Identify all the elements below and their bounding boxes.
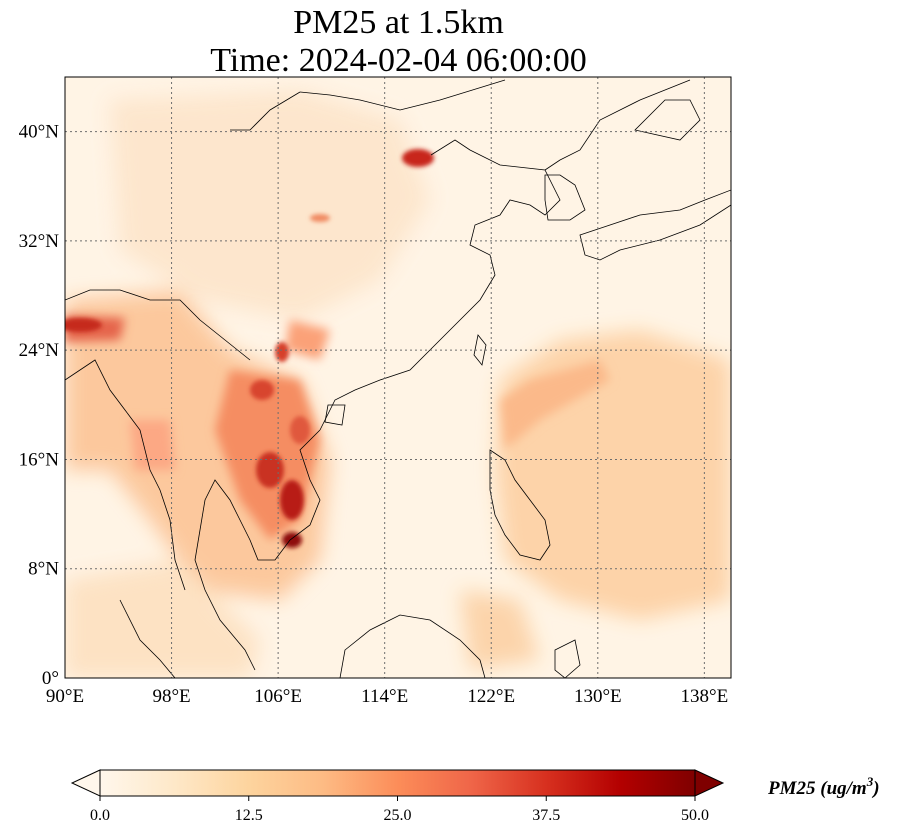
lon-tick-label: 138°E xyxy=(681,686,729,707)
lat-tick-label: 24°N xyxy=(19,340,60,361)
map-subtitle-time: Time: 2024-02-04 06:00:00 xyxy=(210,42,587,79)
longitude-ticks: 90°E 98°E 106°E 114°E 122°E 130°E 138°E xyxy=(46,686,728,707)
lat-tick-label: 0° xyxy=(42,668,59,689)
colorbar-tick-label: 12.5 xyxy=(235,807,263,824)
lon-tick-label: 130°E xyxy=(574,686,622,707)
hainan xyxy=(324,404,346,426)
east-plume xyxy=(500,360,610,450)
hotspot-d xyxy=(280,480,304,520)
korea-manchuria-coast xyxy=(544,79,691,171)
japan-north xyxy=(634,99,701,141)
indochina-coast xyxy=(194,429,321,671)
philippines xyxy=(489,449,551,561)
hotspot-b xyxy=(250,380,274,400)
japan-main xyxy=(579,189,731,261)
colorbar-tick-label: 50.0 xyxy=(681,807,709,824)
bengal-hotspot xyxy=(65,318,102,332)
colorbar-tick-label: 0.0 xyxy=(90,807,110,824)
colorbar: 0.0 12.5 25.0 37.5 50.0 PM25 (ug/m3) xyxy=(70,769,880,824)
map-frame xyxy=(64,76,732,679)
mongolia-border xyxy=(230,91,301,131)
north-china-haze xyxy=(110,90,430,320)
south-haze xyxy=(65,560,260,678)
latitude-ticks: 0° 8°N 16°N 24°N 32°N 40°N xyxy=(19,122,60,689)
colorbar-extend-min xyxy=(70,769,101,797)
north-border-line xyxy=(299,79,506,111)
lon-tick-label: 98°E xyxy=(152,686,190,707)
colorbar-label-superscript: 3 xyxy=(866,774,874,789)
map-title: PM25 at 1.5km xyxy=(293,4,504,41)
taiwan xyxy=(473,334,487,366)
sulawesi xyxy=(554,639,581,678)
colorbar-gradient xyxy=(100,770,695,796)
lat-tick-label: 40°N xyxy=(19,122,60,143)
sumatra-coast xyxy=(119,599,176,678)
map-area xyxy=(65,77,731,678)
lat-tick-label: 32°N xyxy=(19,231,60,252)
colorbar-tick-label: 25.0 xyxy=(384,807,412,824)
lon-tick-label: 122°E xyxy=(467,686,515,707)
beijing-hotspot xyxy=(402,149,434,167)
lon-tick-label: 106°E xyxy=(254,686,302,707)
colorbar-ticks: 0.0 12.5 25.0 37.5 50.0 xyxy=(90,796,709,824)
colorbar-tick-label: 37.5 xyxy=(532,807,560,824)
borneo-haze xyxy=(460,590,540,670)
colorbar-extend-max xyxy=(694,769,725,797)
himalaya-border xyxy=(65,289,251,361)
lat-tick-label: 16°N xyxy=(19,449,60,470)
hotspot-a xyxy=(275,342,289,362)
china-coast xyxy=(319,139,561,431)
korea-peninsula xyxy=(544,174,586,221)
lon-tick-label: 90°E xyxy=(46,686,84,707)
pacific-plume xyxy=(495,330,731,620)
lon-tick-label: 114°E xyxy=(361,686,408,707)
gridlines xyxy=(65,77,731,678)
myanmar-plume xyxy=(130,420,175,470)
borneo xyxy=(339,614,486,678)
colorbar-label: PM25 (ug/m3) xyxy=(767,774,880,799)
hotspot-c xyxy=(256,452,284,488)
pm25-field xyxy=(65,90,731,678)
hotspot-f xyxy=(290,416,310,444)
mekong-hotspot xyxy=(282,532,302,548)
colorbar-label-suffix: ) xyxy=(871,778,879,799)
lat-tick-label: 8°N xyxy=(28,559,59,580)
hotspot-e xyxy=(310,214,330,222)
coastlines xyxy=(65,79,731,678)
colorbar-label-text: PM25 (ug/m xyxy=(767,778,867,799)
